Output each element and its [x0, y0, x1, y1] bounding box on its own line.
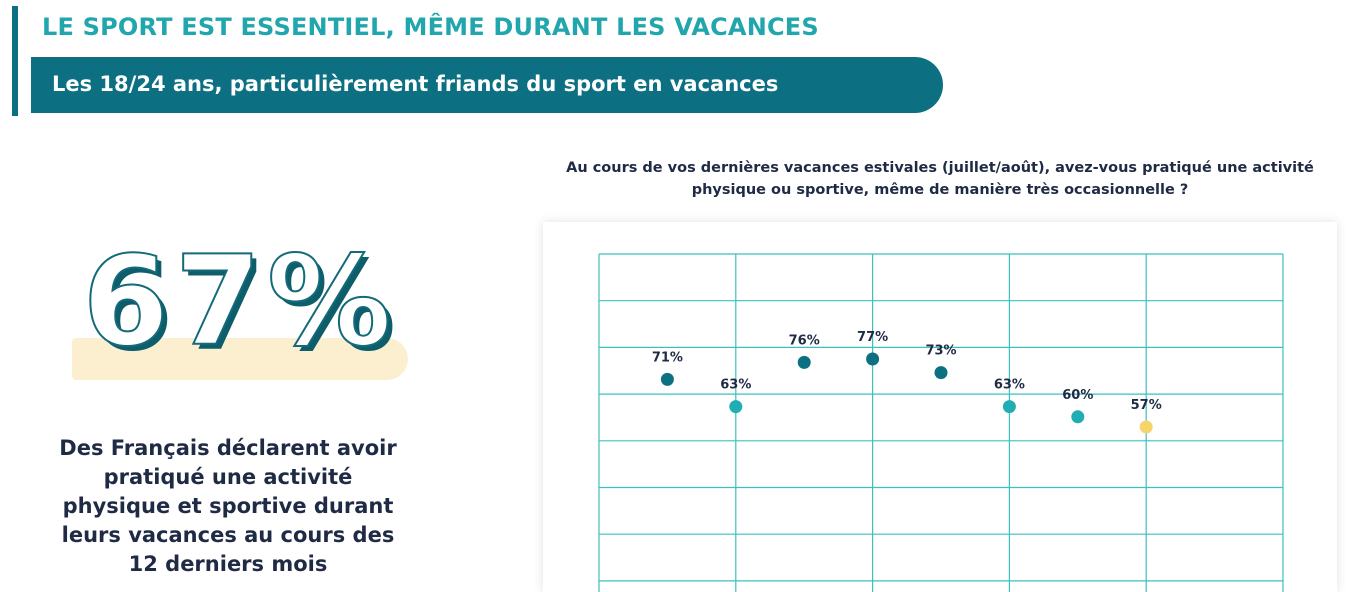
data-label: 63%: [994, 378, 1025, 393]
data-label: 77%: [857, 330, 888, 345]
data-label: 60%: [1062, 388, 1093, 403]
data-point: [660, 372, 674, 386]
data-point: [866, 352, 880, 366]
data-point: [1071, 410, 1085, 424]
scatter-chart: 71% 63% 76% 77% 73% 63% 60% 57%: [598, 253, 1284, 592]
big-number-highlight: [72, 338, 408, 380]
data-point: [1139, 420, 1153, 434]
accent-bar: [12, 6, 18, 116]
data-point: [1002, 400, 1016, 414]
big-number: 67%: [82, 230, 398, 374]
big-number-caption: Des Français déclarent avoir pratiqué un…: [59, 436, 397, 576]
data-label: 57%: [1131, 398, 1162, 413]
data-label: 76%: [789, 333, 820, 348]
data-label: 63%: [720, 378, 751, 393]
page-title: LE SPORT EST ESSENTIEL, MÊME DURANT LES …: [42, 13, 819, 41]
page-subtitle: Les 18/24 ans, particulièrement friands …: [52, 72, 779, 96]
data-point: [797, 355, 811, 369]
data-label: 73%: [925, 344, 956, 359]
data-point: [729, 400, 743, 414]
subtitle-banner: [31, 57, 943, 113]
data-label: 71%: [652, 350, 683, 365]
data-point: [934, 366, 948, 380]
chart-card: 71% 63% 76% 77% 73% 63% 60% 57%: [543, 222, 1337, 592]
chart-title: Au cours de vos dernières vacances estiv…: [566, 160, 1314, 198]
